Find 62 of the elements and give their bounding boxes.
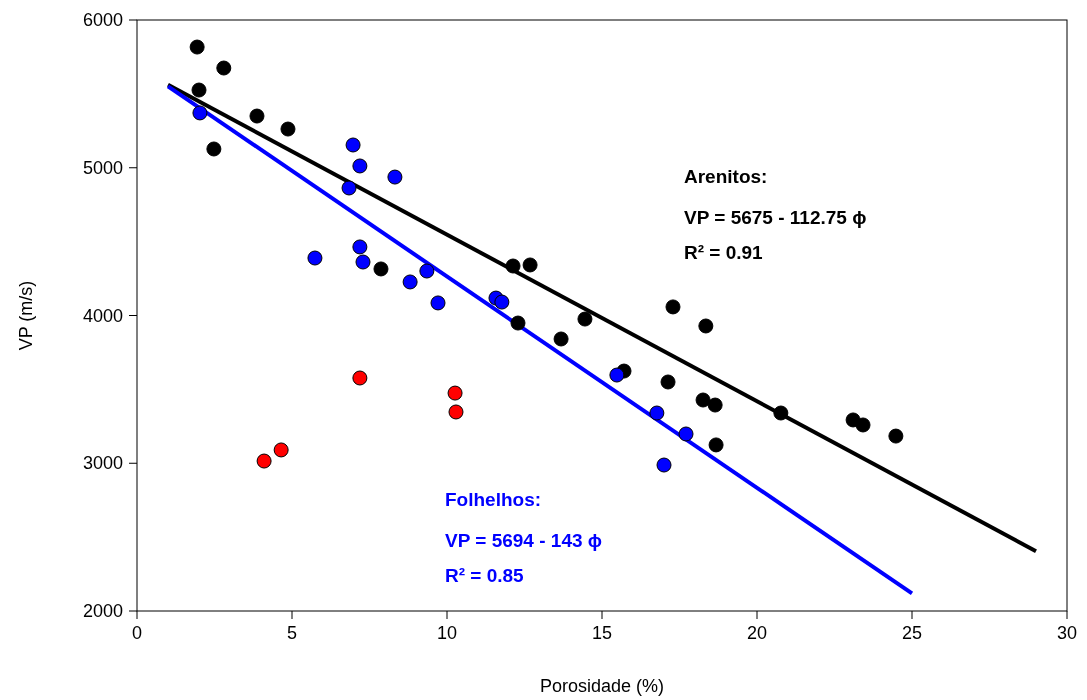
point: [216, 60, 232, 76]
point: [888, 428, 904, 444]
point: [698, 318, 714, 334]
annotation: VP = 5694 - 143 ϕ: [445, 530, 603, 551]
point: [273, 442, 289, 458]
point: [256, 453, 272, 469]
y-tick-label: 5000: [82, 157, 123, 178]
point: [553, 331, 569, 347]
point: [448, 404, 464, 420]
annotation: R² = 0.85: [445, 565, 525, 586]
point: [656, 457, 672, 473]
point: [649, 405, 665, 421]
x-tick-label: 15: [591, 623, 613, 643]
point: [387, 169, 403, 185]
point: [192, 105, 208, 121]
annotation: VP = 5675 - 112.75 ϕ: [684, 207, 867, 228]
point: [373, 261, 389, 277]
point: [522, 257, 538, 273]
annotation: R² = 0.91: [684, 242, 764, 263]
x-tick-label: 10: [436, 623, 458, 643]
point: [419, 263, 435, 279]
point: [678, 426, 694, 442]
y-tick-label: 2000: [82, 601, 123, 621]
point: [577, 311, 593, 327]
point: [280, 121, 296, 137]
point: [505, 258, 521, 274]
x-axis-title: Porosidade (%): [539, 676, 665, 696]
point: [341, 180, 357, 196]
point: [191, 82, 207, 98]
x-tick-label: 25: [901, 623, 923, 643]
point: [189, 39, 205, 55]
point: [307, 250, 323, 266]
y-tick-label: 6000: [82, 10, 123, 30]
point: [660, 374, 676, 390]
point: [352, 158, 368, 174]
annotation: Folhelhos:: [445, 489, 542, 510]
point: [695, 392, 711, 408]
point: [430, 295, 446, 311]
point: [494, 294, 510, 310]
x-tick-label: 0: [131, 623, 143, 643]
y-tick-label: 3000: [82, 453, 123, 474]
point: [708, 437, 724, 453]
point: [352, 370, 368, 386]
point: [773, 405, 789, 421]
point: [345, 137, 361, 153]
x-tick-label: 5: [286, 623, 298, 643]
point: [352, 239, 368, 255]
point: [665, 299, 681, 315]
y-axis-title: VP (m/s): [16, 280, 36, 351]
y-tick-label: 4000: [82, 305, 123, 326]
point: [510, 315, 526, 331]
point: [402, 274, 418, 290]
point: [707, 397, 723, 413]
point: [855, 417, 871, 433]
annotation: Arenitos:: [684, 166, 768, 187]
point: [249, 108, 265, 124]
point: [609, 367, 625, 383]
point: [447, 385, 463, 401]
x-tick-label: 30: [1056, 623, 1078, 643]
x-tick-label: 20: [746, 623, 768, 643]
point: [355, 254, 371, 270]
point: [206, 141, 222, 157]
